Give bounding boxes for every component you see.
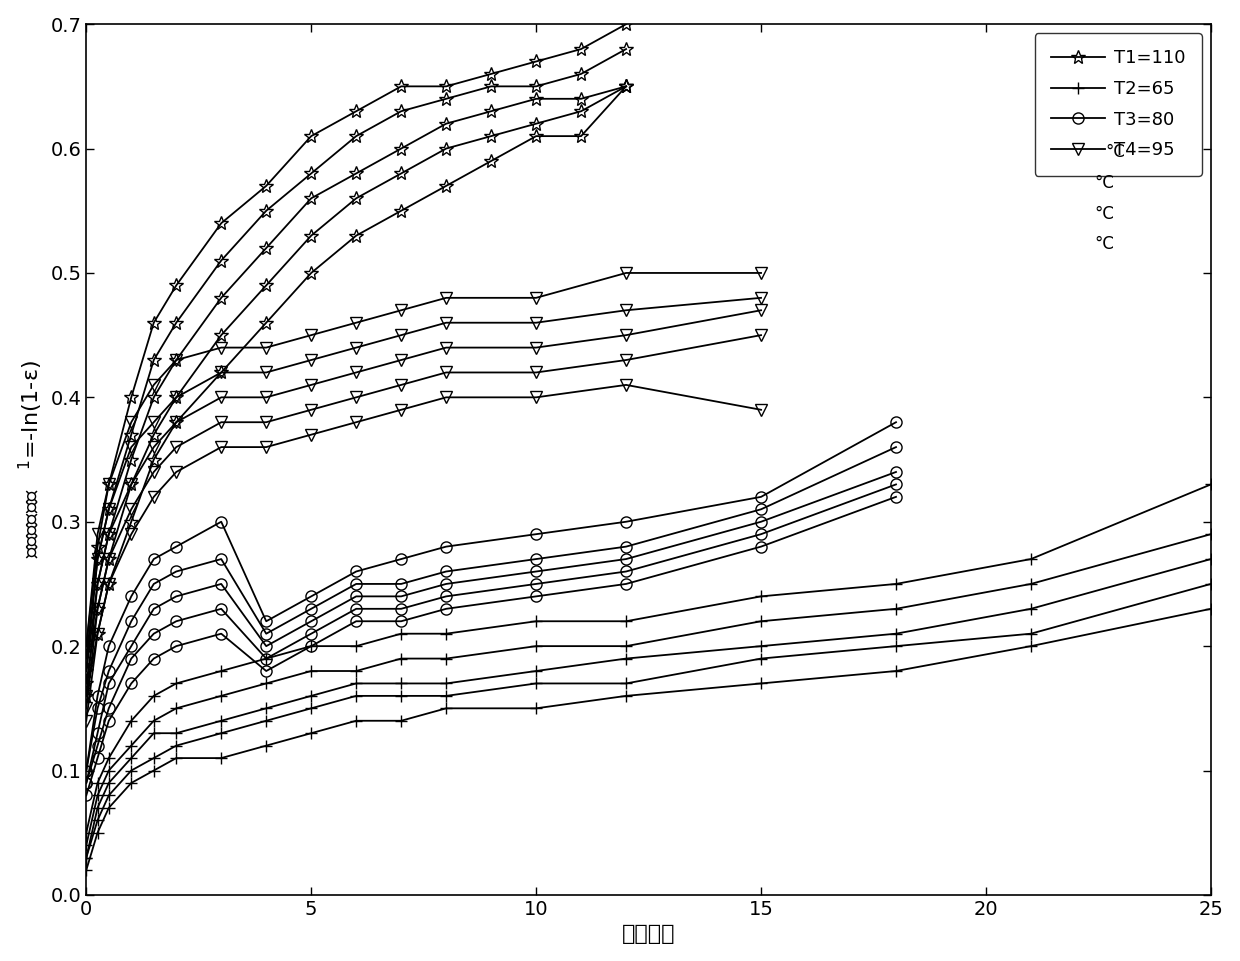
T2=65 xyxy=(348,640,363,652)
T4=95 xyxy=(91,529,105,540)
T4=95 xyxy=(348,317,363,329)
T3=80 xyxy=(304,591,319,603)
Line: T2=65: T2=65 xyxy=(81,479,1218,839)
T3=80 xyxy=(348,566,363,578)
T3=80 xyxy=(79,765,94,776)
T2=65 xyxy=(124,715,139,727)
Text: °C: °C xyxy=(1106,143,1126,161)
T2=65 xyxy=(213,665,228,677)
T1=110 xyxy=(146,317,161,329)
T4=95 xyxy=(169,355,184,366)
T2=65 xyxy=(528,615,543,627)
T2=65 xyxy=(1023,554,1038,565)
T4=95 xyxy=(304,330,319,341)
T2=65 xyxy=(889,579,904,590)
T1=110 xyxy=(304,131,319,142)
T3=80 xyxy=(146,554,161,565)
Line: T3=80: T3=80 xyxy=(81,417,901,776)
T2=65 xyxy=(91,777,105,789)
T2=65 xyxy=(394,628,409,639)
T2=65 xyxy=(439,628,454,639)
T4=95 xyxy=(102,479,117,490)
T3=80 xyxy=(124,591,139,603)
Line: T4=95: T4=95 xyxy=(81,267,768,653)
T3=80 xyxy=(91,690,105,702)
Text: °C: °C xyxy=(1095,205,1115,223)
T1=110 xyxy=(213,217,228,229)
T1=110 xyxy=(102,479,117,490)
T2=65 xyxy=(102,752,117,764)
T1=110 xyxy=(79,640,94,652)
Text: °C: °C xyxy=(1095,235,1115,254)
T1=110 xyxy=(348,106,363,117)
T4=95 xyxy=(754,267,769,279)
T1=110 xyxy=(484,68,498,80)
T2=65 xyxy=(169,678,184,689)
T3=80 xyxy=(169,541,184,553)
T4=95 xyxy=(79,640,94,652)
T2=65 xyxy=(259,653,274,664)
T3=80 xyxy=(439,541,454,553)
T4=95 xyxy=(394,305,409,316)
T4=95 xyxy=(619,267,634,279)
Legend: T1=110, T2=65, T3=80, T4=95: T1=110, T2=65, T3=80, T4=95 xyxy=(1034,34,1202,176)
T2=65 xyxy=(79,827,94,839)
T3=80 xyxy=(889,416,904,428)
T3=80 xyxy=(754,491,769,503)
T1=110 xyxy=(439,81,454,92)
T1=110 xyxy=(124,391,139,403)
T2=65 xyxy=(754,591,769,603)
T1=110 xyxy=(91,541,105,553)
X-axis label: 检测时刻: 检测时刻 xyxy=(621,924,676,945)
T3=80 xyxy=(213,516,228,528)
T4=95 xyxy=(146,380,161,391)
T3=80 xyxy=(394,554,409,565)
T1=110 xyxy=(574,43,589,55)
T3=80 xyxy=(619,516,634,528)
T2=65 xyxy=(619,615,634,627)
T4=95 xyxy=(439,292,454,304)
T2=65 xyxy=(146,690,161,702)
T1=110 xyxy=(619,18,634,30)
T4=95 xyxy=(528,292,543,304)
T1=110 xyxy=(259,180,274,191)
T1=110 xyxy=(528,56,543,67)
T4=95 xyxy=(213,342,228,354)
T2=65 xyxy=(304,640,319,652)
T3=80 xyxy=(259,615,274,627)
T3=80 xyxy=(102,640,117,652)
T4=95 xyxy=(259,342,274,354)
T3=80 xyxy=(528,529,543,540)
Text: °C: °C xyxy=(1095,174,1115,192)
T1=110 xyxy=(394,81,409,92)
T4=95 xyxy=(124,416,139,428)
T1=110 xyxy=(169,280,184,291)
Y-axis label: 压缩永久变形   $^1$=-ln(1-ε): 压缩永久变形 $^1$=-ln(1-ε) xyxy=(16,360,45,558)
T2=65 xyxy=(1204,479,1219,490)
Line: T1=110: T1=110 xyxy=(79,17,634,653)
